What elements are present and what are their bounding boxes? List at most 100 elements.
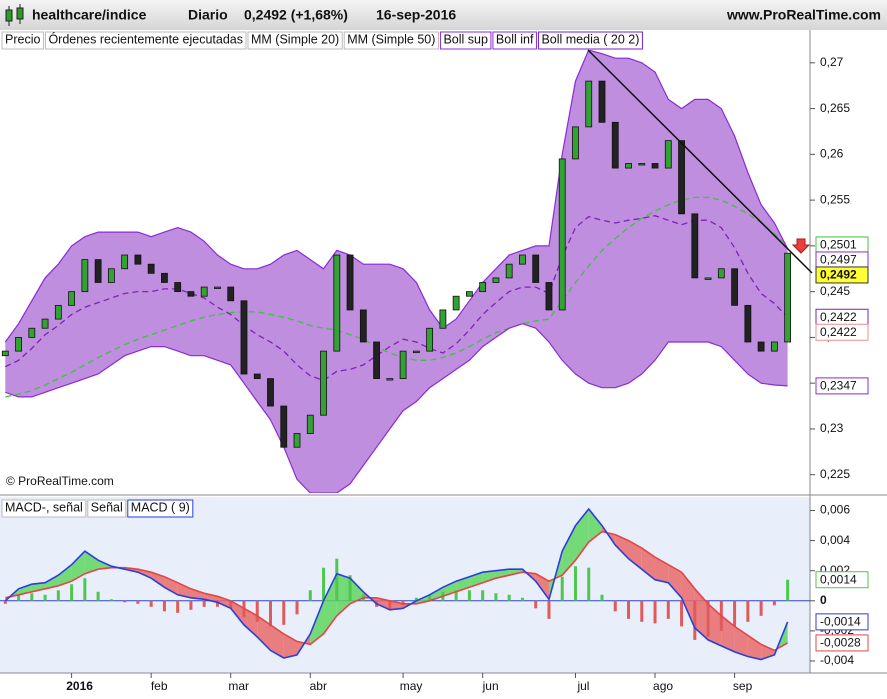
histogram-bar: [83, 578, 87, 601]
period: Diario: [188, 7, 228, 23]
candle: [691, 213, 699, 279]
x-tick-label: sep: [733, 679, 753, 693]
y-tick-label: 0: [820, 593, 827, 607]
x-tick-label: may: [400, 679, 423, 693]
candle: [744, 304, 752, 343]
histogram-bar: [335, 558, 339, 601]
candle: [187, 291, 195, 297]
macd-fill: [747, 635, 762, 660]
legend-entry: Boll sup: [443, 32, 488, 46]
macd-plot: [0, 507, 810, 661]
histogram-bar: [308, 590, 312, 601]
histogram-bar: [149, 600, 153, 607]
histogram-bar: [229, 600, 233, 609]
histogram-bar: [733, 600, 737, 627]
x-tick-label: abr: [310, 679, 327, 693]
histogram-bar: [56, 590, 60, 601]
histogram-bar: [428, 594, 432, 601]
histogram-bar: [547, 600, 551, 619]
macd-fill: [310, 600, 324, 645]
value-label: -0,0028: [820, 636, 861, 650]
histogram-bar: [70, 584, 74, 601]
candle: [770, 341, 778, 352]
legend-box: [87, 499, 127, 518]
candle: [267, 378, 274, 407]
legend-entry: Precio: [5, 32, 40, 46]
bollinger-band: [5, 50, 788, 493]
legend-box: [492, 31, 537, 50]
trend-line: [587, 49, 813, 274]
quote: 0,2492 (+1,68%): [244, 7, 348, 23]
legend-entry: MACD ( 9): [131, 500, 190, 514]
y-tick-label: 0,23: [820, 421, 844, 435]
legend-entry: Boll inf: [496, 32, 534, 46]
macd-fill: [257, 615, 271, 651]
macd-fill: [323, 573, 337, 634]
candle: [333, 254, 341, 352]
candle: [28, 327, 36, 338]
candle: [611, 121, 619, 169]
value-label: 0,2501: [820, 238, 857, 252]
date: 16-sep-2016: [376, 7, 456, 23]
candle: [41, 318, 49, 329]
histogram-bar: [640, 600, 644, 622]
histogram-bar: [627, 600, 631, 619]
x-tick-label: feb: [151, 679, 168, 693]
candle: [227, 286, 235, 302]
x-tick-label: jul: [576, 679, 589, 693]
histogram-bar: [653, 600, 657, 624]
macd-fill: [615, 534, 629, 559]
histogram-bar: [507, 594, 511, 601]
macd-fill: [190, 588, 205, 600]
value-label: 0,2492: [820, 268, 857, 282]
candle: [664, 140, 672, 169]
legend-entry: MM (Simple 20): [251, 32, 339, 46]
price-plot: [1, 50, 792, 493]
histogram-bar: [176, 600, 180, 613]
header-bar: [0, 0, 887, 30]
candle: [81, 259, 89, 293]
histogram-bar: [534, 600, 538, 609]
legend-box: [1, 31, 44, 50]
macd-fill: [336, 573, 351, 616]
histogram-bar: [414, 597, 418, 601]
candle: [465, 291, 473, 297]
histogram-bar: [215, 600, 219, 607]
candle: [174, 282, 182, 293]
macd-fill: [58, 564, 72, 586]
candle: [678, 140, 685, 215]
macd-fill: [641, 548, 656, 580]
histogram-bar: [109, 599, 113, 601]
histogram-bar: [123, 600, 127, 603]
value-label: 0,2347: [820, 379, 857, 393]
candle: [572, 126, 579, 160]
histogram-bar: [494, 593, 498, 601]
histogram-bar: [17, 594, 21, 601]
macd-fill: [84, 551, 99, 574]
macd-fill: [243, 608, 258, 637]
candle: [1, 350, 9, 357]
legend-box: [343, 31, 439, 50]
candle: [253, 373, 261, 379]
y-tick-label: 0,265: [820, 101, 850, 115]
candle: [731, 268, 738, 306]
line-series: [4, 507, 789, 661]
line-series: [5, 196, 789, 398]
candle: [147, 263, 155, 274]
legend-box: [439, 31, 492, 50]
macd-fill: [270, 624, 284, 658]
candle: [638, 163, 646, 166]
candle: [651, 163, 659, 169]
candle: [121, 254, 129, 270]
candle: [585, 80, 593, 128]
histogram-bar: [613, 600, 617, 612]
candle: [293, 433, 301, 448]
histogram-bar: [348, 575, 352, 601]
histogram-bar: [189, 600, 193, 610]
candle: [558, 158, 566, 311]
candle: [386, 378, 394, 381]
histogram-bar: [587, 567, 591, 601]
line-series: [5, 323, 788, 493]
value-label: 0,2422: [820, 310, 857, 324]
